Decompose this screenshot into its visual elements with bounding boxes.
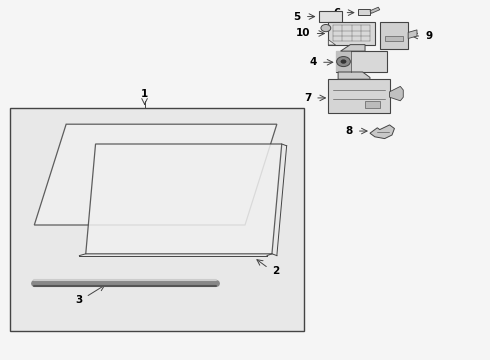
Polygon shape <box>34 124 277 225</box>
Polygon shape <box>341 45 365 51</box>
Circle shape <box>321 24 331 32</box>
Polygon shape <box>328 40 336 45</box>
Text: 5: 5 <box>294 12 301 22</box>
Text: 4: 4 <box>310 57 317 67</box>
Text: 7: 7 <box>304 93 311 103</box>
Circle shape <box>337 57 350 67</box>
Polygon shape <box>370 7 380 13</box>
Circle shape <box>341 59 346 64</box>
Bar <box>318 11 342 22</box>
Polygon shape <box>370 125 394 139</box>
Text: 8: 8 <box>345 126 353 136</box>
Polygon shape <box>408 30 417 39</box>
Bar <box>365 101 380 108</box>
Bar <box>336 51 351 72</box>
Text: 1: 1 <box>141 89 148 99</box>
Bar <box>328 79 390 113</box>
Bar <box>328 22 375 45</box>
Text: 3: 3 <box>75 294 82 305</box>
Text: 9: 9 <box>425 31 433 41</box>
Bar <box>358 9 370 15</box>
Bar <box>380 22 408 49</box>
Text: 10: 10 <box>296 28 311 39</box>
Text: 6: 6 <box>333 8 341 18</box>
Polygon shape <box>338 72 370 79</box>
Polygon shape <box>86 144 282 254</box>
Polygon shape <box>390 86 403 101</box>
Bar <box>336 51 387 72</box>
Bar <box>385 36 403 41</box>
Bar <box>10 108 304 331</box>
Text: 2: 2 <box>272 266 279 276</box>
